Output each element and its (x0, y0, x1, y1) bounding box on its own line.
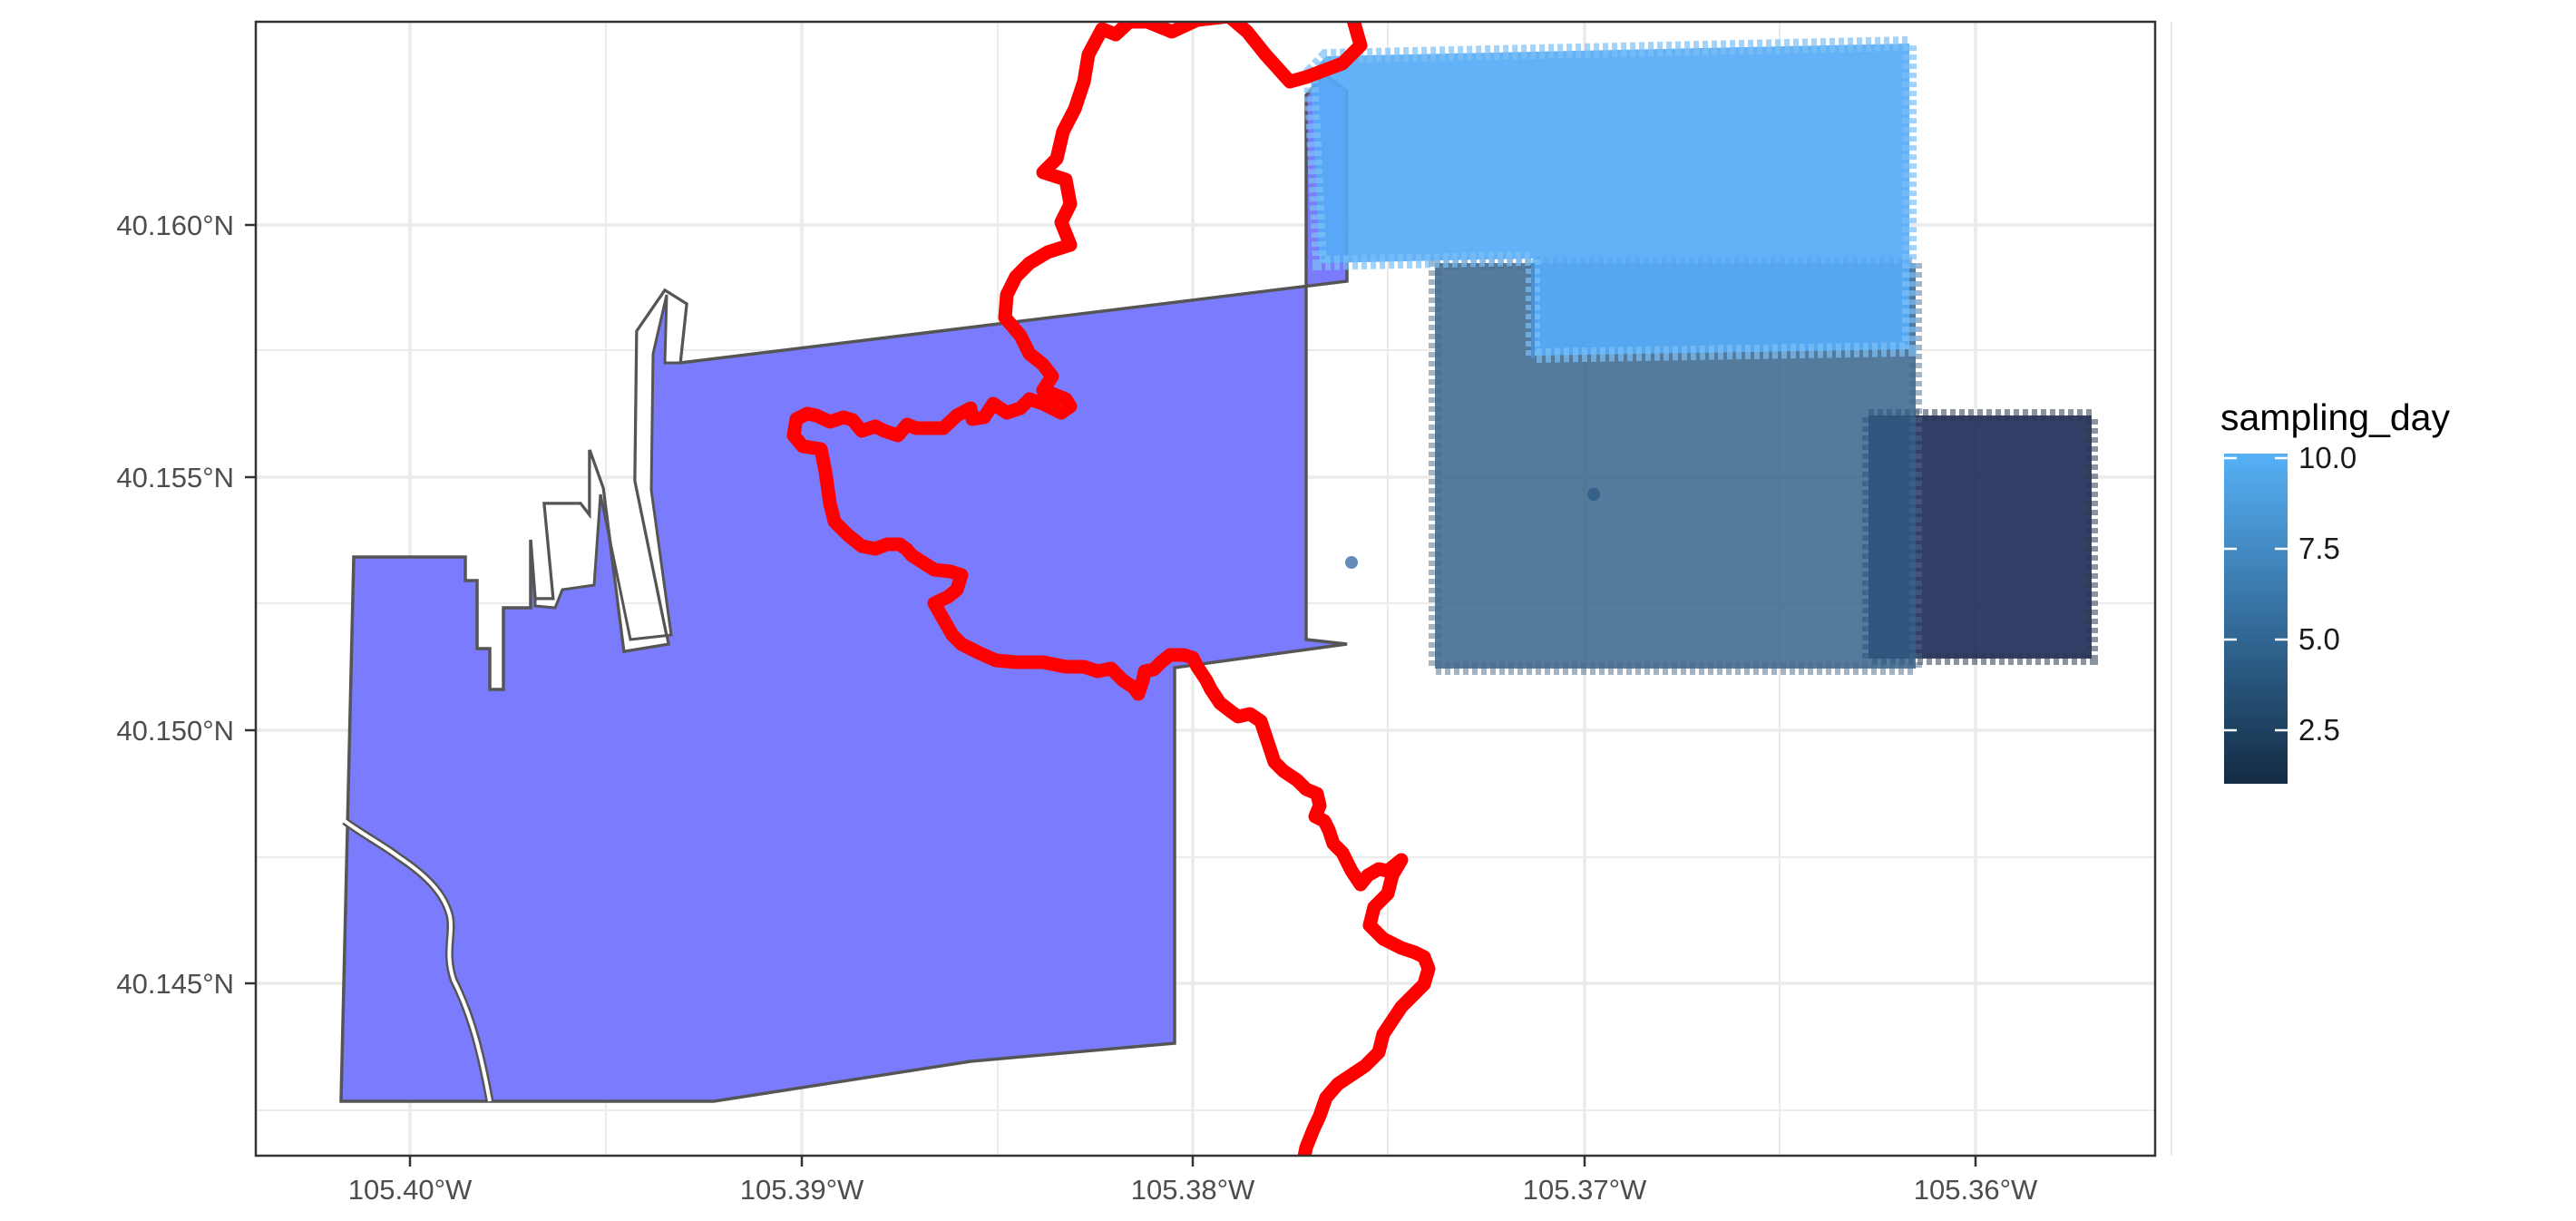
legend-label: 10.0 (2298, 441, 2356, 474)
y-tick-label: 40.150°N (116, 715, 234, 747)
sampling-points (1303, 35, 2098, 675)
x-tick-label: 105.36°W (1914, 1174, 2038, 1206)
legend-label: 2.5 (2298, 713, 2340, 747)
trail-line (786, 22, 1436, 1156)
sampling-point (1345, 556, 1358, 569)
x-tick-label: 105.39°W (740, 1174, 864, 1206)
x-tick-label: 105.38°W (1131, 1174, 1255, 1206)
sampling-cluster-light (1311, 44, 1909, 356)
river-line-core (343, 819, 492, 1102)
y-tick-label: 40.160°N (116, 210, 234, 241)
legend-label: 7.5 (2298, 532, 2340, 565)
y-axis (245, 223, 256, 985)
y-tick-label: 40.145°N (116, 968, 234, 1000)
x-tick-label: 105.40°W (348, 1174, 473, 1206)
plot-panel-border (254, 20, 2157, 1158)
x-axis (408, 1156, 1977, 1167)
legend-colorbar (2224, 454, 2288, 784)
legend-title: sampling_day (2220, 396, 2450, 438)
polygon-cutout-north (533, 288, 688, 653)
x-tick-label: 105.37°W (1523, 1174, 1647, 1206)
legend: sampling_day 10.0 7.5 5.0 2.5 (2220, 396, 2450, 784)
y-tick-label: 40.155°N (116, 462, 234, 493)
legend-label: 5.0 (2298, 622, 2340, 656)
sampling-point (1587, 488, 1600, 501)
